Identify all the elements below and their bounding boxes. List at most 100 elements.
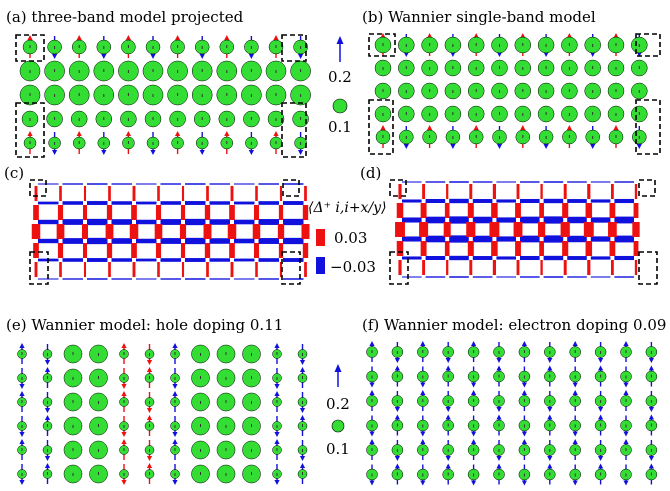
spin-arrow-head	[648, 463, 654, 469]
spin-arrow-head	[547, 456, 553, 461]
spin-arrow-head	[598, 414, 604, 420]
spin-arrow-head	[273, 35, 279, 40]
spin-arrow-head	[420, 480, 426, 486]
spin-arrow-head	[380, 125, 386, 130]
bond-y	[57, 243, 64, 258]
panel-a-spin-charge-map	[15, 34, 311, 158]
bond-y	[444, 203, 450, 218]
bond-y	[489, 222, 500, 237]
dashed-box	[638, 251, 658, 285]
bond-y	[609, 203, 616, 218]
spin-arrow-head	[496, 358, 502, 363]
spin-arrow-head	[547, 463, 553, 469]
spin-arrow-head	[496, 52, 503, 57]
bond-y	[446, 184, 449, 199]
spin-arrow-head	[623, 382, 629, 388]
bond-y	[34, 186, 38, 201]
spin-arrow-head	[590, 144, 596, 149]
bond-x	[402, 236, 422, 242]
spin-arrow-head	[473, 125, 479, 130]
spin-arrow-head	[572, 341, 578, 346]
spin-arrow-head	[623, 439, 629, 444]
bond-y	[443, 222, 451, 237]
spin-arrow-head	[471, 382, 477, 388]
bond-y	[466, 222, 476, 237]
bond-y	[56, 224, 65, 239]
spin-arrow-head	[175, 131, 181, 136]
panel-e-spin-charge-map	[17, 343, 308, 485]
spin-arrow-head	[299, 456, 306, 461]
bond-y	[491, 241, 498, 256]
spin-arrow-head	[224, 131, 230, 136]
panel-a-title: (a) three-band model projected	[6, 8, 244, 26]
spin-arrow-head	[299, 463, 306, 468]
spin-arrow-head	[274, 480, 280, 485]
bond-y	[181, 186, 185, 201]
bond-x	[38, 183, 59, 185]
bond-x	[87, 237, 108, 245]
bond-x	[449, 216, 469, 224]
bond-x	[614, 235, 634, 243]
bond-y	[157, 186, 160, 201]
bond-x	[283, 237, 304, 245]
spin-arrow-head	[101, 150, 107, 155]
bond-y	[155, 205, 162, 220]
legend-negative-value: −0.03	[330, 258, 376, 276]
bond-y	[31, 224, 41, 239]
bond-y	[129, 224, 139, 239]
spin-arrow-head	[590, 52, 596, 57]
bond-y	[302, 205, 309, 220]
spin-arrow-head	[471, 431, 477, 437]
spin-arrow-head	[369, 382, 375, 388]
spin-arrow-head	[172, 432, 178, 437]
spin-arrow-head	[566, 125, 572, 130]
spin-arrow-head	[403, 52, 409, 57]
bond-x	[87, 183, 108, 185]
bond-y	[560, 222, 570, 237]
bond-y	[181, 262, 185, 277]
bond-x	[258, 278, 279, 280]
spin-arrow-head	[394, 358, 400, 363]
bond-x	[496, 256, 516, 260]
dashed-box	[281, 251, 301, 285]
bond-x	[520, 216, 540, 224]
bond-y	[155, 243, 162, 258]
bond-x	[449, 181, 469, 183]
bond-y	[633, 241, 639, 256]
arrow-head-icon	[334, 364, 342, 372]
bond-x	[590, 256, 611, 260]
bond-x	[209, 258, 230, 262]
spin-arrow-head	[598, 358, 604, 363]
bond-y	[253, 205, 260, 220]
bond-y	[83, 262, 87, 277]
bond-y	[227, 224, 237, 239]
bond-y	[444, 241, 450, 256]
bond-x	[425, 235, 446, 243]
bond-y	[419, 222, 429, 237]
bond-y	[396, 203, 404, 218]
bond-x	[402, 181, 422, 183]
bond-y	[82, 243, 88, 258]
bond-x	[160, 219, 181, 225]
spin-arrow-head	[648, 456, 654, 461]
spin-arrow-head	[224, 35, 230, 40]
spin-arrow-head	[521, 382, 527, 388]
bond-x	[472, 235, 493, 243]
bond-x	[136, 258, 157, 262]
dashed-box	[282, 179, 300, 197]
bond-x	[283, 258, 304, 262]
spin-arrow-head	[121, 480, 127, 485]
bond-y	[33, 205, 39, 220]
bond-y	[106, 205, 113, 220]
bond-x	[472, 276, 493, 278]
dashed-box	[389, 179, 407, 197]
spin-arrow-head	[199, 150, 205, 155]
bond-y	[540, 184, 543, 199]
spin-arrow-head	[521, 390, 527, 395]
bond-y	[105, 224, 114, 239]
bond-x	[209, 238, 230, 244]
bond-y	[106, 243, 113, 258]
bond-x	[160, 278, 181, 280]
spin-arrow-head	[273, 131, 279, 136]
